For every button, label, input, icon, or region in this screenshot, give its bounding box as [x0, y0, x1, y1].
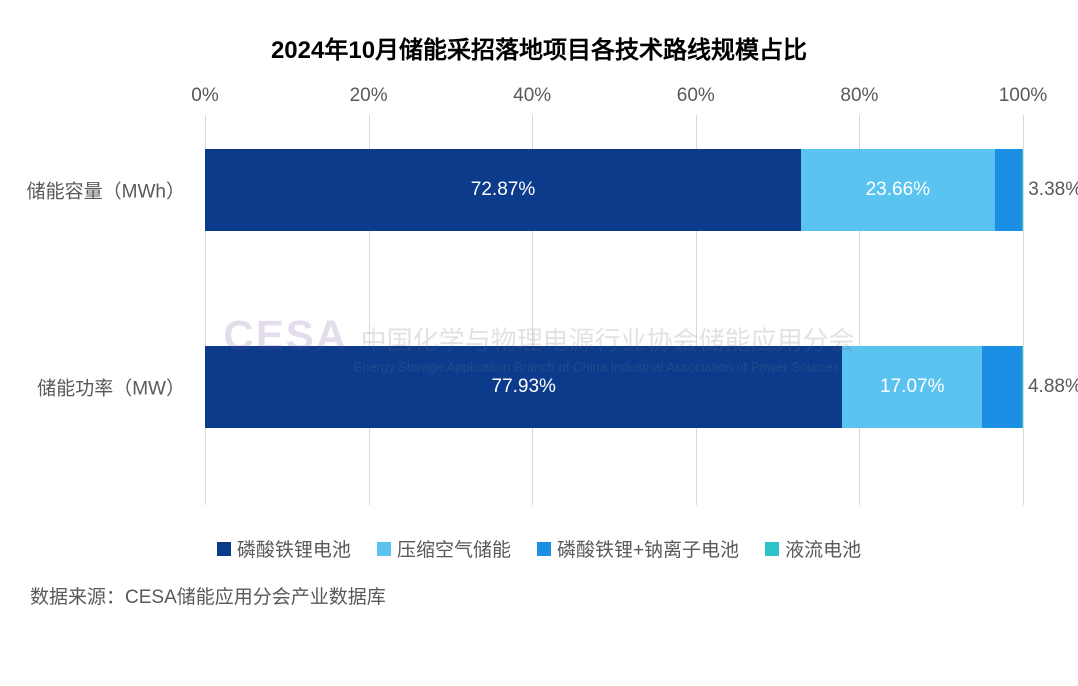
legend-item: 磷酸铁锂电池	[217, 535, 351, 562]
bar-segment	[1022, 149, 1023, 231]
legend-swatch	[537, 542, 551, 556]
legend-label: 磷酸铁锂+钠离子电池	[557, 535, 739, 562]
x-tick-label: 100%	[999, 85, 1048, 107]
x-tick-label: 20%	[350, 85, 388, 107]
legend-swatch	[765, 542, 779, 556]
stacked-bar: 77.93%17.07%4.88%	[205, 346, 1023, 428]
chart-container: 2024年10月储能采招落地项目各技术路线规模占比 0% 20% 40% 60% 80%…	[0, 0, 1078, 686]
legend-label: 磷酸铁锂电池	[237, 535, 351, 562]
y-category-label: 储能容量（MWh）	[27, 177, 185, 204]
bar-segment: 3.38%	[995, 149, 1023, 231]
stacked-bar: 72.87%23.66%3.38%	[205, 149, 1023, 231]
x-tick-label: 80%	[840, 85, 878, 107]
bar-segment: 72.87%	[205, 149, 801, 231]
bar-segment	[1022, 346, 1023, 428]
x-tick-label: 40%	[513, 85, 551, 107]
bar-segment: 17.07%	[842, 346, 982, 428]
plot-area: 0%20%40%60%80%100%储能容量（MWh）72.87%23.66%3…	[205, 85, 1023, 505]
legend-label: 压缩空气储能	[397, 535, 511, 562]
x-tick-label: 0%	[191, 85, 218, 107]
bar-segment: 77.93%	[205, 346, 842, 428]
x-tick-label: 60%	[677, 85, 715, 107]
bar-segment: 4.88%	[982, 346, 1022, 428]
legend-swatch	[377, 542, 391, 556]
legend-item: 压缩空气储能	[377, 535, 511, 562]
bar-segment: 23.66%	[801, 149, 995, 231]
legend-swatch	[217, 542, 231, 556]
y-category-label: 储能功率（MW）	[37, 374, 185, 401]
chart-title: 2024年10月储能采招落地项目各技术路线规模占比	[30, 30, 1048, 65]
data-source-label: 数据来源：CESA储能应用分会产业数据库	[30, 582, 1048, 609]
bar-segment-label: 4.88%	[1028, 376, 1078, 398]
gridline	[1023, 115, 1024, 505]
legend-item: 磷酸铁锂+钠离子电池	[537, 535, 739, 562]
bar-segment-label: 3.38%	[1028, 179, 1078, 201]
legend: 磷酸铁锂电池 压缩空气储能 磷酸铁锂+钠离子电池 液流电池	[30, 535, 1048, 562]
legend-item: 液流电池	[765, 535, 861, 562]
legend-label: 液流电池	[785, 535, 861, 562]
